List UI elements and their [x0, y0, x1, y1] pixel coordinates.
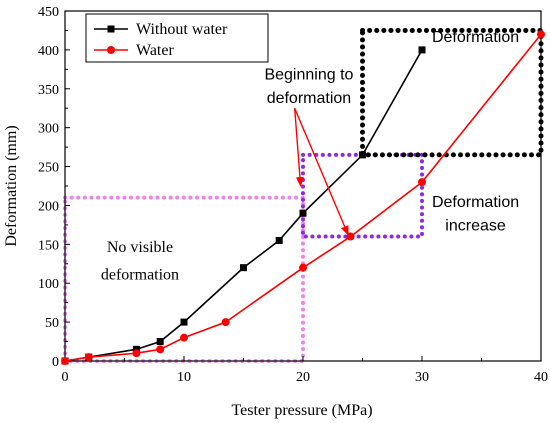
- series-1-point-8: [418, 178, 426, 187]
- annotation-2-line-0: Deformation: [432, 194, 519, 211]
- annotation-2-line-1: increase: [445, 217, 506, 234]
- series-1-point-1: [84, 353, 93, 362]
- annotation-arrow-0: [293, 108, 304, 187]
- series-1-point-9: [537, 30, 545, 39]
- legend-marker-0: [107, 25, 115, 33]
- y-tick-label-5: 250: [38, 161, 59, 176]
- series-0-point-7: [299, 209, 307, 217]
- series-1-point-5: [221, 318, 230, 327]
- annotations-layer: No visible deformation Beginning to deforma…: [101, 29, 519, 283]
- series-1-point-6: [299, 263, 307, 272]
- series-1-point-0: [61, 357, 69, 365]
- legend-marker-1: [107, 46, 115, 54]
- legend-box: [85, 13, 269, 63]
- legend-label-1: Water: [136, 42, 174, 59]
- series-line-0: [64, 49, 423, 362]
- x-tick-label-3: 30: [415, 370, 429, 385]
- y-tick-label-6: 300: [38, 122, 59, 137]
- annotation-0-line-1: deformation: [101, 266, 179, 283]
- y-tick-label-7: 350: [38, 83, 59, 98]
- series-0-point-8: [359, 151, 366, 159]
- y-tick-label-4: 200: [38, 199, 59, 214]
- annotation-1-line-0: Beginning to: [264, 66, 353, 83]
- y-axis-label: Deformation (mm): [3, 125, 20, 246]
- y-tick-label-8: 400: [38, 44, 59, 59]
- annotation-arrow-1: [294, 107, 349, 236]
- x-tick-label-2: 20: [296, 370, 310, 385]
- x-tick-label-4: 40: [534, 370, 548, 385]
- y-tick-label-3: 150: [38, 238, 59, 253]
- region-box-2: [360, 27, 544, 158]
- series-1-point-4: [180, 333, 188, 342]
- x-tick-label-0: 0: [62, 370, 69, 385]
- series-line-1: [64, 33, 542, 362]
- y-tick-label-2: 100: [38, 277, 59, 292]
- x-tick-label-1: 10: [177, 370, 191, 385]
- axes-layer: 0 50 100 150 200 250 300 350 400 450 0 10 20 30 40: [38, 5, 548, 385]
- annotation-1-line-1: deformation: [267, 90, 352, 107]
- annotation-0-line-0: No visible: [107, 239, 173, 256]
- series-0-point-4: [180, 318, 188, 326]
- series-0-point-5: [240, 264, 247, 272]
- x-axis-label: Tester pressure (MPa): [231, 402, 372, 419]
- legend-label-0: Without water: [136, 21, 228, 38]
- annotation-3-line-0: Deformation: [432, 29, 519, 46]
- series-0-point-9: [418, 46, 426, 54]
- y-tick-label-0: 0: [52, 355, 59, 370]
- legend: Without water Water: [85, 13, 269, 63]
- series-layer: [61, 30, 545, 365]
- series-0-point-3: [156, 338, 164, 346]
- series-0-point-6: [275, 236, 283, 244]
- series-1-point-2: [132, 349, 141, 358]
- series-1-point-3: [156, 345, 165, 354]
- y-tick-label-9: 450: [38, 5, 59, 20]
- y-tick-label-1: 50: [45, 316, 59, 331]
